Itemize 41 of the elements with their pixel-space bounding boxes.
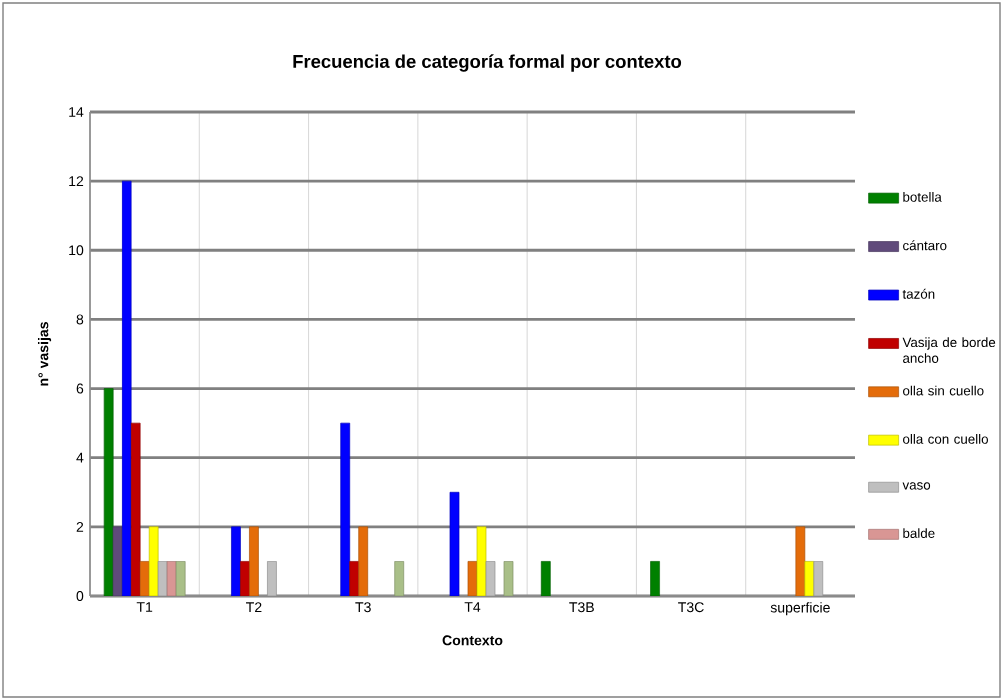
bar: [795, 526, 806, 596]
bar: [139, 561, 150, 596]
bar: [340, 422, 351, 596]
bar: [467, 561, 478, 596]
bar: [358, 526, 369, 596]
x-tick-label: T3C: [678, 602, 704, 613]
x-tick-label: T3B: [569, 602, 594, 613]
legend-label: botella: [903, 191, 942, 202]
y-tick-label: 0: [76, 591, 84, 601]
bar: [249, 526, 259, 596]
y-tick-label: 12: [69, 176, 84, 187]
bar: [476, 526, 487, 596]
y-tick-label: 8: [76, 314, 84, 325]
y-tick-label: 6: [76, 383, 84, 394]
bar: [449, 491, 460, 596]
bar: [804, 561, 815, 596]
x-tick-label: T4: [464, 602, 481, 612]
x-tick-label: superficie: [770, 602, 830, 616]
legend-label: balde: [903, 528, 935, 538]
x-tick-label: T3: [355, 602, 371, 613]
bar: [349, 561, 360, 596]
y-axis-title: n° vasijas: [37, 322, 52, 386]
y-tick-label: 4: [76, 452, 84, 463]
bar: [240, 561, 250, 596]
bar: [148, 526, 159, 596]
legend-label: vaso: [902, 482, 931, 490]
bar: [231, 526, 241, 596]
bar: [130, 422, 141, 596]
legend-label: cántaro: [903, 240, 947, 251]
y-tick-label: 14: [69, 107, 84, 117]
legend-label: tazón: [902, 288, 935, 299]
chart-title: Frecuencia de categoría formal por contexto: [293, 54, 682, 72]
x-axis-title: Contexto: [442, 635, 503, 646]
x-tick-label: T1: [136, 602, 153, 612]
legend-label: Vasija de borde ancho: [902, 337, 996, 363]
x-tick-label: T2: [246, 602, 262, 613]
legend-label: olla con cuello: [903, 434, 988, 444]
bar: [121, 180, 132, 596]
y-tick-label: 10: [69, 245, 84, 256]
legend-label: olla sin cuello: [903, 385, 984, 396]
y-tick-label: 2: [76, 521, 84, 532]
